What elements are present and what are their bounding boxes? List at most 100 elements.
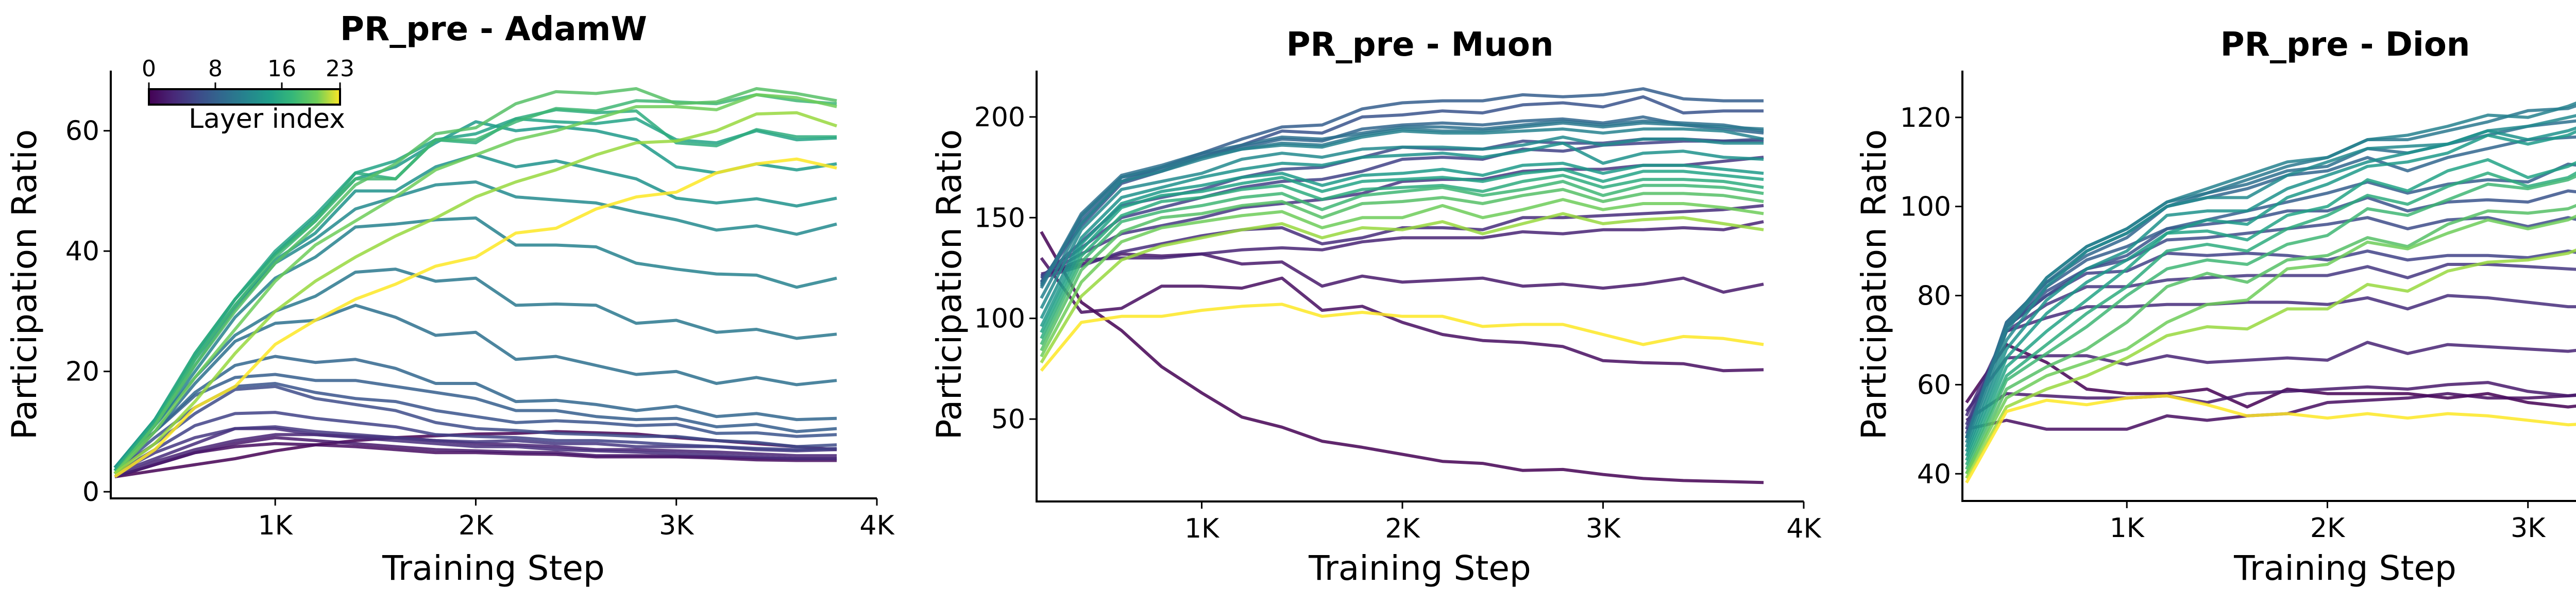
y-tick-label: 150 xyxy=(974,203,1025,233)
line-layer-14 xyxy=(1040,136,1764,309)
line-layer-13 xyxy=(1964,101,2576,443)
y-tick-label: 80 xyxy=(1917,281,1951,312)
line-layer-11 xyxy=(1040,119,1764,287)
line-layer-21 xyxy=(1040,198,1764,358)
line-layer-22 xyxy=(114,111,838,475)
line-layer-5 xyxy=(1965,263,2576,426)
line-layer-23 xyxy=(1040,303,1764,372)
line-layer-3 xyxy=(1040,220,1764,278)
panel-adamw: PR_pre - AdamW 1K 2K 3K 4K 0 20 40 60 Training … xyxy=(5,10,895,588)
line-layer-19 xyxy=(1040,180,1764,345)
panel-title: PR_pre - Dion xyxy=(2221,26,2470,64)
axis-spines xyxy=(1036,71,1804,502)
line-layer-3 xyxy=(114,433,837,478)
line-layer-20 xyxy=(113,87,837,475)
colorbar-label: Layer index xyxy=(189,104,345,135)
line-layer-12 xyxy=(1040,121,1764,289)
colorbar-tick-label: 23 xyxy=(326,56,354,82)
line-layer-17 xyxy=(1965,158,2576,461)
line-layer-17 xyxy=(1040,167,1764,333)
line-series-group xyxy=(1964,101,2576,484)
line-layer-19 xyxy=(113,93,837,475)
line-layer-9 xyxy=(113,373,837,469)
line-layer-21 xyxy=(1965,214,2576,475)
line-layer-15 xyxy=(1040,141,1764,320)
line-layer-16 xyxy=(1040,161,1764,327)
line-layer-4 xyxy=(1041,204,1764,280)
line-layer-22 xyxy=(1965,248,2576,479)
line-layer-3 xyxy=(1965,341,2576,413)
line-layer-10 xyxy=(1964,135,2576,439)
line-layer-9 xyxy=(1964,162,2576,439)
x-tick-label: 1K xyxy=(2110,513,2145,544)
x-axis-label: Training Step xyxy=(1308,548,1531,588)
x-tick-label: 3K xyxy=(659,510,694,541)
line-layer-23 xyxy=(114,157,837,478)
line-layer-12 xyxy=(113,267,837,472)
y-tick-label: 0 xyxy=(82,477,99,508)
x-axis-label: Training Step xyxy=(2233,548,2456,588)
colorbar-tick-label: 8 xyxy=(208,56,223,82)
y-tick-label: 100 xyxy=(974,304,1025,334)
line-layer-0 xyxy=(1965,343,2576,409)
line-layer-6 xyxy=(1040,139,1764,278)
line-layer-22 xyxy=(1040,212,1764,364)
y-axis-label: Participation Ratio xyxy=(1854,129,1894,440)
line-layer-13 xyxy=(113,216,837,472)
line-layer-15 xyxy=(1965,126,2576,453)
line-layer-1 xyxy=(1040,257,1764,373)
panel-title: PR_pre - AdamW xyxy=(340,10,647,48)
colorbar-tick-label: 16 xyxy=(267,56,296,82)
line-layer-6 xyxy=(114,411,837,475)
line-layer-10 xyxy=(113,355,837,469)
line-layer-18 xyxy=(1965,171,2576,466)
line-layer-23 xyxy=(1965,394,2576,484)
axes: 1K2K3K4K406080100120 xyxy=(1900,71,2576,544)
x-tick-label: 1K xyxy=(1184,513,1220,544)
line-layer-2 xyxy=(1041,252,1764,294)
line-layer-18 xyxy=(113,108,837,472)
line-layer-4 xyxy=(1965,294,2576,417)
line-layer-19 xyxy=(1965,174,2576,470)
line-layer-11 xyxy=(113,304,837,475)
line-layer-6 xyxy=(1965,249,2576,430)
x-tick-label: 4K xyxy=(859,510,895,541)
y-axis-label: Participation Ratio xyxy=(5,129,44,440)
colorbar-legend: 0 8 16 23 Layer index xyxy=(142,56,354,135)
x-tick-label: 4K xyxy=(1786,513,1822,544)
panel-title: PR_pre - Muon xyxy=(1286,26,1554,64)
line-layer-14 xyxy=(1964,114,2576,448)
axes: 1K 2K 3K 4K 0 20 40 60 xyxy=(65,71,895,541)
line-series-group xyxy=(113,87,838,478)
y-tick-label: 50 xyxy=(991,404,1025,435)
x-tick-label: 2K xyxy=(459,510,494,541)
panel-dion: PR_pre - Dion 1K2K3K4K406080100120 Train… xyxy=(1854,26,2576,588)
colorbar-tick-label: 0 xyxy=(142,56,156,82)
x-tick-label: 1K xyxy=(258,510,294,541)
line-layer-2 xyxy=(114,436,837,478)
y-axis-label: Participation Ratio xyxy=(929,129,969,440)
line-layer-2 xyxy=(1965,381,2576,422)
line-layer-20 xyxy=(1965,204,2576,475)
x-tick-label: 2K xyxy=(1385,513,1420,544)
y-tick-label: 20 xyxy=(65,357,99,388)
y-tick-label: 100 xyxy=(1900,192,1951,223)
y-tick-label: 60 xyxy=(65,116,99,147)
line-series-group xyxy=(1040,87,1764,484)
line-layer-18 xyxy=(1040,174,1764,340)
y-tick-label: 120 xyxy=(1900,103,1951,133)
y-tick-label: 60 xyxy=(1917,370,1951,400)
y-tick-label: 40 xyxy=(1917,459,1951,490)
line-layer-16 xyxy=(1965,130,2576,457)
axis-spines xyxy=(110,71,877,499)
axis-spines xyxy=(1961,71,2576,502)
line-layer-7 xyxy=(114,384,837,472)
line-layer-15 xyxy=(113,153,837,469)
y-tick-label: 200 xyxy=(974,102,1025,133)
x-tick-label: 3K xyxy=(1586,513,1621,544)
axes: 1K 2K 3K 4K 50 100 150 200 xyxy=(974,71,1822,544)
x-tick-label: 2K xyxy=(2310,513,2346,544)
line-layer-20 xyxy=(1040,188,1764,351)
line-layer-21 xyxy=(113,93,837,475)
